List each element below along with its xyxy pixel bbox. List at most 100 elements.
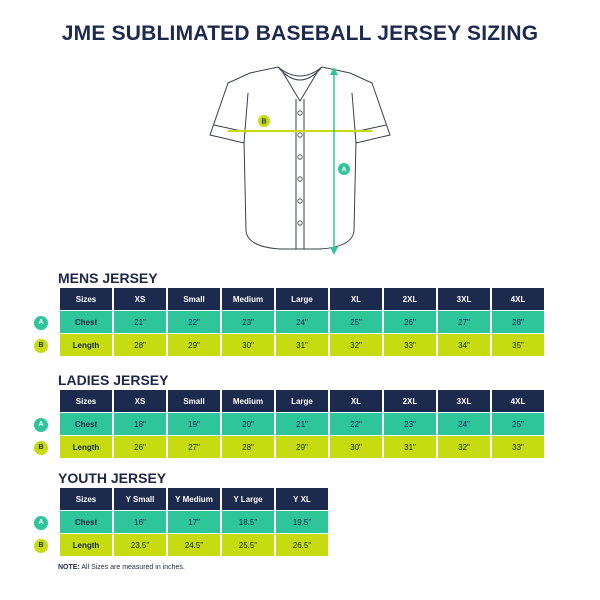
table-cell: 28" xyxy=(114,334,166,357)
mens-badge-a: A xyxy=(34,316,48,330)
ladies-section-title: LADIES JERSEY xyxy=(58,372,169,388)
table-cell: 2XL xyxy=(384,288,436,311)
table-cell: 18.5" xyxy=(222,511,274,534)
table-cell: 17" xyxy=(168,511,220,534)
table-cell: XS xyxy=(114,288,166,311)
youth-badge-a: A xyxy=(34,516,48,530)
table-cell: Sizes xyxy=(60,390,112,413)
length-row: Length 26" 27" 28" 29" 30" 31" 32" 33" xyxy=(60,436,544,459)
table-cell: 35" xyxy=(492,334,544,357)
table-cell: 27" xyxy=(168,436,220,459)
table-cell: XS xyxy=(114,390,166,413)
table-cell: 25" xyxy=(330,311,382,334)
table-cell: Medium xyxy=(222,390,274,413)
table-cell: 32" xyxy=(330,334,382,357)
table-cell: 27" xyxy=(438,311,490,334)
table-cell: Large xyxy=(276,288,328,311)
table-cell: 16" xyxy=(114,511,166,534)
table-cell: Length xyxy=(60,436,112,459)
table-cell: 28" xyxy=(492,311,544,334)
table-cell: 24" xyxy=(438,413,490,436)
table-cell: 31" xyxy=(276,334,328,357)
jersey-diagram: B A xyxy=(209,66,391,255)
table-cell: 32" xyxy=(438,436,490,459)
table-cell: 23" xyxy=(222,311,274,334)
table-cell: 29" xyxy=(168,334,220,357)
note-text: All Sizes are measured in inches. xyxy=(81,564,185,571)
table-cell: 25" xyxy=(492,413,544,436)
table-cell: 23.5" xyxy=(114,534,166,557)
chest-row: Chest 21" 22" 23" 24" 25" 26" 27" 28" xyxy=(60,311,544,334)
ladies-size-table: Sizes XS Small Medium Large XL 2XL 3XL 4XL Che… xyxy=(58,390,546,459)
table-cell: 29" xyxy=(276,436,328,459)
table-cell: Small xyxy=(168,288,220,311)
table-cell: 21" xyxy=(114,311,166,334)
table-cell: 20" xyxy=(222,413,274,436)
table-cell: 33" xyxy=(384,334,436,357)
table-cell: 31" xyxy=(384,436,436,459)
sizing-note: NOTE: All Sizes are measured in inches. xyxy=(58,564,185,571)
table-cell: 22" xyxy=(168,311,220,334)
table-cell: Medium xyxy=(222,288,274,311)
chest-row: Chest 18" 19" 20" 21" 22" 23" 24" 25" xyxy=(60,413,544,436)
table-cell: Chest xyxy=(60,511,112,534)
mens-badge-b: B xyxy=(34,339,48,353)
table-cell: Y Large xyxy=(222,488,274,511)
length-row: Length 28" 29" 30" 31" 32" 33" 34" 35" xyxy=(60,334,544,357)
table-cell: Length xyxy=(60,334,112,357)
table-cell: 21" xyxy=(276,413,328,436)
table-cell: 25.5" xyxy=(222,534,274,557)
table-cell: Small xyxy=(168,390,220,413)
table-cell: 26.5" xyxy=(276,534,328,557)
table-cell: Y XL xyxy=(276,488,328,511)
table-cell: 4XL xyxy=(492,390,544,413)
table-cell: 24.5" xyxy=(168,534,220,557)
table-cell: Chest xyxy=(60,311,112,334)
table-cell: 28" xyxy=(222,436,274,459)
table-cell: 2XL xyxy=(384,390,436,413)
table-header-row: Sizes Y Small Y Medium Y Large Y XL xyxy=(60,488,328,511)
table-cell: Length xyxy=(60,534,112,557)
note-label: NOTE: xyxy=(58,564,80,571)
length-row: Length 23.5" 24.5" 25.5" 26.5" xyxy=(60,534,328,557)
table-cell: 19.5" xyxy=(276,511,328,534)
table-cell: 19" xyxy=(168,413,220,436)
youth-size-table: Sizes Y Small Y Medium Y Large Y XL Chest 1… xyxy=(58,488,330,557)
table-cell: 24" xyxy=(276,311,328,334)
table-cell: Large xyxy=(276,390,328,413)
ladies-badge-b: B xyxy=(34,441,48,455)
table-cell: 34" xyxy=(438,334,490,357)
table-cell: 3XL xyxy=(438,390,490,413)
svg-text:B: B xyxy=(261,119,266,126)
youth-section-title: YOUTH JERSEY xyxy=(58,470,167,486)
diagram-badge-b xyxy=(258,115,270,127)
mens-section-title: MENS JERSEY xyxy=(58,270,158,286)
table-cell: Chest xyxy=(60,413,112,436)
table-cell: XL xyxy=(330,288,382,311)
table-cell: 30" xyxy=(330,436,382,459)
table-cell: 30" xyxy=(222,334,274,357)
table-cell: 4XL xyxy=(492,288,544,311)
page-title: JME SUBLIMATED BASEBALL JERSEY SIZING xyxy=(61,22,539,45)
diagram-badge-a xyxy=(338,163,350,175)
table-cell: Y Medium xyxy=(168,488,220,511)
table-cell: 23" xyxy=(384,413,436,436)
table-cell: 33" xyxy=(492,436,544,459)
table-cell: 26" xyxy=(114,436,166,459)
table-cell: 3XL xyxy=(438,288,490,311)
jersey-buttons xyxy=(297,110,303,226)
svg-text:A: A xyxy=(341,167,346,174)
table-cell: 18" xyxy=(114,413,166,436)
table-cell: 22" xyxy=(330,413,382,436)
ladies-badge-a: A xyxy=(34,418,48,432)
table-header-row: Sizes XS Small Medium Large XL 2XL 3XL 4XL xyxy=(60,390,544,413)
table-cell: XL xyxy=(330,390,382,413)
youth-badge-b: B xyxy=(34,539,48,553)
table-header-row: Sizes XS Small Medium Large XL 2XL 3XL 4XL xyxy=(60,288,544,311)
table-cell: Sizes xyxy=(60,488,112,511)
table-cell: Y Small xyxy=(114,488,166,511)
table-cell: Sizes xyxy=(60,288,112,311)
mens-size-table: Sizes XS Small Medium Large XL 2XL 3XL 4XL Che… xyxy=(58,288,546,357)
table-cell: 26" xyxy=(384,311,436,334)
chest-row: Chest 16" 17" 18.5" 19.5" xyxy=(60,511,328,534)
